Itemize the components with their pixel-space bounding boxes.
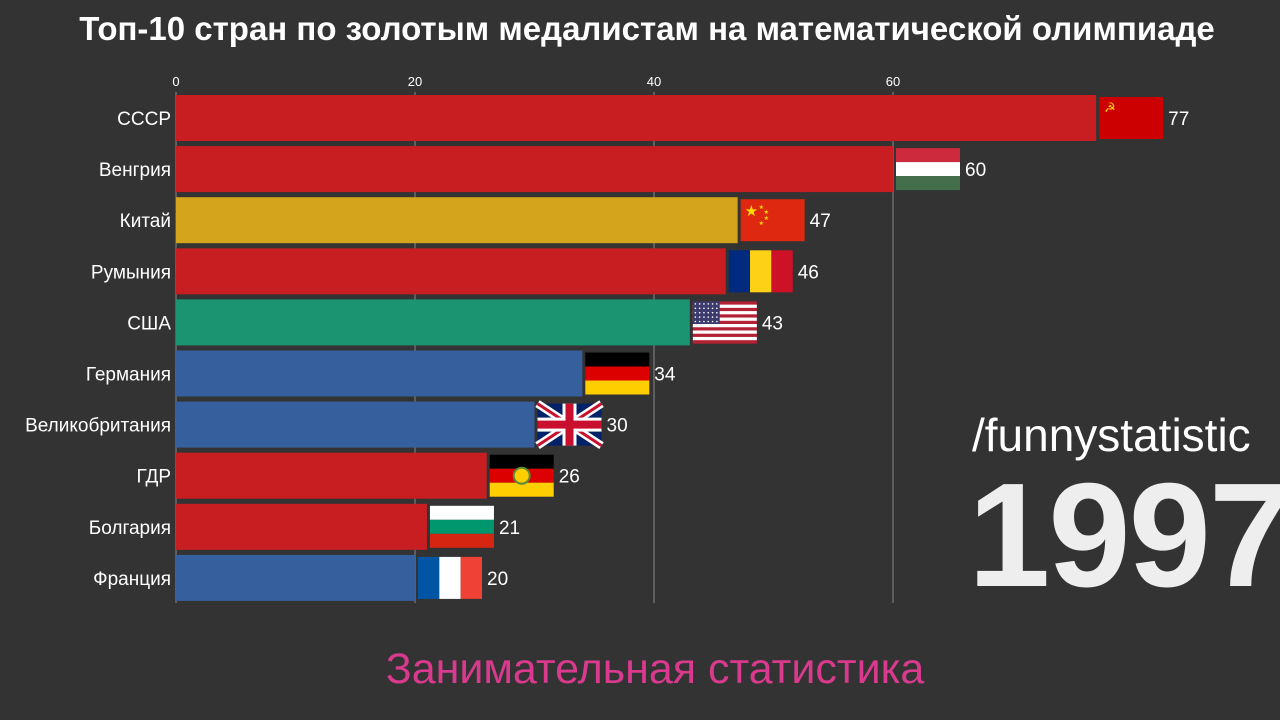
category-label: Германия (86, 365, 171, 386)
year-label: 1997 (968, 453, 1280, 618)
x-tick-label: 0 (172, 74, 179, 89)
bar-1 (176, 146, 893, 193)
ussr-flag-icon: ☭ (1099, 97, 1164, 139)
value-label: 34 (654, 365, 676, 386)
value-labels: 77 60 47 46 43 34 30 26 21 20 (487, 109, 1189, 590)
svg-text:★: ★ (764, 209, 769, 216)
china-flag-icon: ★ ★★★★ (740, 199, 805, 242)
channel-name: /funnystatistic (972, 409, 1251, 461)
bar-3 (176, 248, 726, 295)
category-label: США (127, 313, 171, 334)
category-labels: СССР Венгрия Китай Румыния США Германия Велико… (25, 109, 171, 590)
category-label: Франция (93, 569, 171, 590)
x-axis-ticks: 0 20 40 60 (172, 74, 900, 89)
bulgaria-flag-icon (429, 505, 494, 548)
value-label: 26 (559, 467, 580, 488)
category-label: СССР (117, 109, 171, 130)
svg-text:★: ★ (745, 202, 758, 220)
france-flag-icon (418, 556, 482, 599)
bar-7 (176, 452, 487, 499)
hungary-flag-icon (896, 148, 960, 191)
bar-6 (176, 401, 535, 448)
svg-text:★: ★ (759, 220, 764, 227)
gdr-flag-icon (489, 454, 554, 497)
x-tick-label: 20 (408, 74, 422, 89)
flags-layer: ☭★ ★★★★ (418, 97, 1164, 599)
category-label: Великобритания (25, 416, 171, 437)
bar-4 (176, 299, 690, 346)
value-label: 60 (965, 160, 986, 181)
bar-5 (176, 350, 583, 397)
value-label: 46 (798, 262, 819, 283)
bar-0 (176, 95, 1097, 141)
x-tick-label: 40 (647, 74, 661, 89)
category-label: ГДР (136, 467, 171, 488)
chart-title: Топ-10 стран по золотым медалистам на ма… (79, 10, 1215, 47)
value-label: 43 (762, 313, 783, 334)
svg-text:☭: ☭ (1104, 101, 1116, 116)
usa-flag-icon (692, 301, 757, 344)
x-tick-label: 60 (886, 74, 900, 89)
category-label: Румыния (91, 262, 171, 283)
value-label: 20 (487, 569, 508, 590)
bar-8 (176, 503, 427, 550)
category-label: Китай (120, 211, 171, 232)
footer-caption: Занимательная статистика (385, 645, 925, 693)
category-label: Венгрия (99, 160, 171, 181)
value-label: 47 (810, 211, 831, 232)
value-label: 30 (607, 416, 628, 437)
bar-9 (176, 554, 415, 601)
bar-2 (176, 197, 738, 244)
romania-flag-icon (728, 250, 793, 293)
bars-layer (176, 95, 1097, 601)
category-label: Болгария (89, 518, 171, 539)
value-label: 21 (499, 518, 520, 539)
svg-text:★: ★ (759, 204, 764, 211)
svg-text:★: ★ (764, 215, 769, 222)
germany-flag-icon (585, 352, 650, 395)
uk-flag-icon (535, 400, 604, 449)
value-label: 77 (1168, 109, 1189, 130)
